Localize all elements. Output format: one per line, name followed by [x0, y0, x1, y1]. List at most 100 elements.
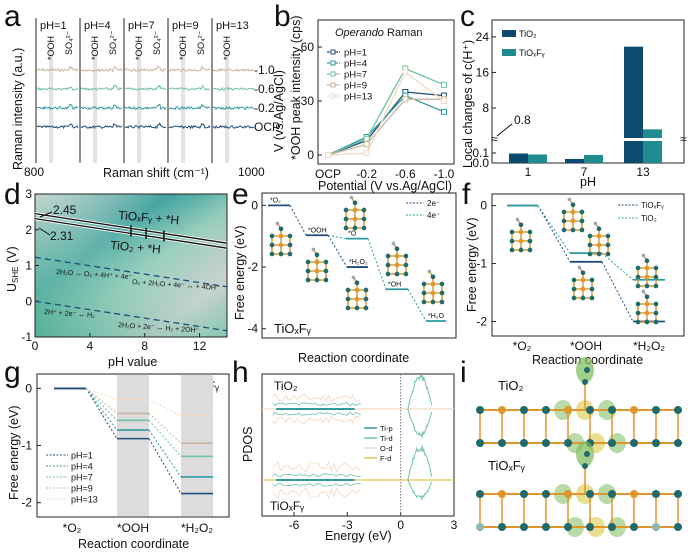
h-atom	[349, 195, 354, 200]
ti-atom	[605, 233, 611, 239]
atom	[586, 406, 594, 414]
ti-atom	[363, 296, 369, 302]
atom	[476, 490, 484, 498]
panel-g: Free energy (eV) Reaction coordinate TiO…	[7, 373, 230, 551]
panel-letter-d: d	[4, 178, 21, 211]
atom	[542, 406, 550, 414]
atom	[674, 490, 682, 498]
h-tid-curve	[272, 482, 361, 487]
atom	[608, 439, 616, 447]
atom	[652, 523, 660, 531]
o-atom	[354, 296, 360, 302]
c-xlabel: pH	[580, 175, 596, 189]
d-ylabel-unit: (V)	[5, 246, 19, 266]
c-break-mark-left: ≈	[491, 132, 498, 146]
g-connector	[148, 420, 182, 457]
c-ytick-label: 24	[476, 30, 490, 44]
ti-atom	[644, 258, 650, 264]
atom	[564, 406, 572, 414]
o-atom	[314, 268, 320, 274]
c-ytick-label: 0.1	[472, 146, 489, 160]
g-connector	[85, 388, 118, 431]
g-ooh-band	[117, 375, 149, 516]
o-atom	[644, 274, 650, 280]
e-level-label: *OOH	[308, 227, 327, 234]
c-ytick-label: 8	[482, 101, 489, 115]
ti-atom	[605, 251, 611, 257]
h-tid-curve	[272, 411, 361, 416]
b-data-point	[441, 81, 447, 88]
ti-atom	[287, 242, 293, 248]
adsorbate-atom	[582, 379, 588, 385]
ti-atom	[527, 238, 533, 244]
b-title-rest: Raman	[384, 27, 423, 39]
atom	[542, 523, 550, 531]
o-atom	[596, 242, 602, 248]
o-atom	[570, 218, 576, 224]
d-xtick-label: 0	[32, 339, 39, 353]
e-legend-label: 2e⁻	[427, 199, 440, 208]
f-ytick-label: -2	[476, 315, 487, 329]
h-legend-label: O-d	[380, 444, 393, 453]
atom	[564, 490, 572, 498]
ti-atom	[644, 294, 650, 300]
ti-atom	[421, 299, 427, 305]
ti-atom	[352, 200, 358, 206]
a-spectrum-trace	[80, 104, 123, 111]
a-xtick-1000: 1000	[238, 165, 265, 179]
ti-atom	[430, 274, 436, 280]
d-ylabel-sub: SHE	[11, 267, 20, 283]
ti-atom	[635, 310, 641, 316]
ti-atom	[589, 277, 595, 283]
ti-atom	[589, 295, 595, 301]
ti-atom	[314, 252, 320, 258]
ti-atom	[343, 225, 349, 231]
c-annotation-value: 0.8	[514, 113, 531, 127]
a-spectrum-trace	[212, 105, 255, 111]
a-spectrum-trace	[168, 65, 211, 72]
ti-atom	[323, 268, 329, 274]
a-right-label: V (vs.Ag/AgCl)	[272, 70, 286, 152]
ti-atom	[430, 299, 436, 305]
ti-atom	[363, 305, 369, 311]
h-od-curve	[272, 460, 361, 473]
a-peak-label: *OOH	[178, 36, 188, 60]
ti-atom	[561, 218, 567, 224]
o-atom	[354, 287, 360, 293]
d-annot-245: 2.45	[53, 203, 77, 217]
ti-atom	[653, 274, 659, 280]
o-atom	[394, 253, 400, 259]
b-ytick-label: 0	[307, 148, 314, 162]
atom	[476, 523, 484, 531]
a-spectrum-trace	[169, 84, 211, 91]
b-xtick-label: OCP	[315, 167, 341, 181]
o-atom	[352, 207, 358, 213]
ti-atom	[653, 283, 659, 289]
b-legend-marker	[330, 71, 336, 77]
f-structure-ooh-tioxfy	[587, 221, 611, 257]
g-legend-label: pH=13	[71, 495, 98, 505]
o-atom	[644, 265, 650, 271]
e-level-label: *H₂O₂	[349, 259, 368, 266]
e-xlabel: Reaction coordinate	[298, 351, 409, 365]
e-structure-h2o	[421, 269, 445, 305]
f-connector	[537, 205, 571, 263]
ti-atom	[394, 246, 400, 252]
h-xtick-label: 0	[397, 518, 404, 532]
c-bar	[509, 153, 528, 163]
adsorbate-atom	[584, 451, 590, 457]
g-connector	[85, 387, 118, 421]
o-atom	[644, 301, 650, 307]
h-tid-curve	[272, 473, 361, 478]
o-atom	[314, 259, 320, 265]
ti-atom	[635, 283, 641, 289]
e-level-label: *O₂	[270, 197, 281, 204]
h-atom	[577, 265, 582, 270]
c-bar	[624, 46, 643, 163]
atom	[608, 523, 616, 531]
ti-atom	[385, 262, 391, 268]
h-atom	[593, 221, 598, 226]
o-atom	[518, 229, 524, 235]
g-connector	[148, 438, 182, 494]
ti-atom	[527, 229, 533, 235]
